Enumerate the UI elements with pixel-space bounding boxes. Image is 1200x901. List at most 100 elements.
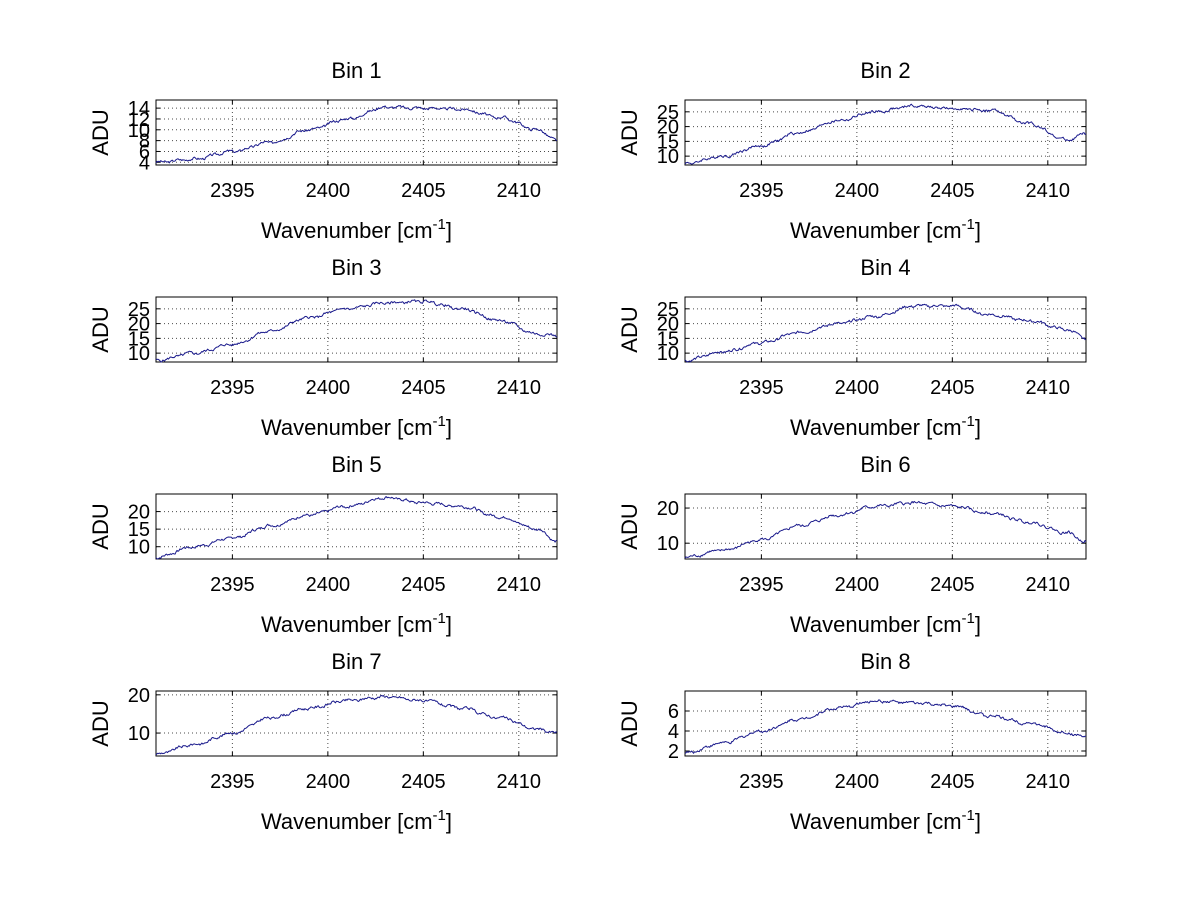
x-axis-label-superscript: -1 [433, 413, 446, 430]
x-tick-label: 2395 [739, 574, 784, 596]
y-tick-label: 20 [657, 117, 679, 139]
spectrum-line [155, 496, 558, 560]
subplot-title: Bin 5 [331, 452, 381, 477]
spectrum-line [155, 299, 558, 363]
x-axis-label-end: ] [975, 218, 981, 243]
x-tick-label: 2405 [401, 377, 446, 399]
x-tick-label: 2405 [401, 574, 446, 596]
y-tick-label: 25 [657, 299, 679, 321]
axes-box [155, 493, 558, 560]
y-tick-label: 20 [128, 502, 150, 524]
x-tick-label: 2405 [930, 771, 975, 793]
y-axis-label: ADU [88, 700, 113, 746]
x-axis-label: Wavenumber [cm-1] [261, 807, 452, 834]
x-tick-label: 2410 [497, 180, 542, 202]
subplot-title: Bin 1 [331, 58, 381, 83]
x-axis-label-main: Wavenumber [cm [790, 415, 962, 440]
spectrum-line [155, 694, 558, 756]
y-tick-label: 20 [657, 498, 679, 520]
x-axis-label-main: Wavenumber [cm [261, 612, 433, 637]
spectrum-line [155, 105, 558, 164]
y-tick-label: 25 [128, 299, 150, 321]
y-tick-label: 15 [128, 328, 150, 350]
x-axis-label-superscript: -1 [433, 807, 446, 824]
spectrum-line [684, 500, 1087, 559]
x-axis-label-end: ] [446, 218, 452, 243]
axes-box [684, 493, 1087, 560]
x-tick-label: 2410 [1026, 771, 1071, 793]
x-axis-label-end: ] [975, 612, 981, 637]
y-axis-label: ADU [617, 109, 642, 155]
x-axis-label-superscript: -1 [433, 216, 446, 233]
x-tick-label: 2405 [401, 180, 446, 202]
y-tick-label: 25 [657, 102, 679, 124]
x-axis-label-end: ] [975, 809, 981, 834]
y-tick-label: 20 [128, 685, 150, 707]
x-tick-label: 2400 [835, 771, 880, 793]
x-tick-label: 2410 [1026, 574, 1071, 596]
x-tick-label: 2400 [306, 180, 351, 202]
x-axis-label-end: ] [446, 612, 452, 637]
y-tick-label: 6 [139, 141, 150, 163]
x-tick-label: 2405 [401, 771, 446, 793]
subplot-title: Bin 8 [860, 649, 910, 674]
x-axis-label-main: Wavenumber [cm [261, 809, 433, 834]
x-axis-label-end: ] [446, 809, 452, 834]
x-axis-label: Wavenumber [cm-1] [790, 807, 981, 834]
x-axis-label: Wavenumber [cm-1] [261, 216, 452, 243]
x-tick-label: 2400 [306, 771, 351, 793]
x-axis-label-superscript: -1 [962, 807, 975, 824]
x-tick-label: 2400 [835, 180, 880, 202]
axes-box [155, 296, 558, 363]
x-tick-label: 2395 [210, 574, 255, 596]
x-tick-label: 2395 [739, 377, 784, 399]
x-axis-label: Wavenumber [cm-1] [790, 413, 981, 440]
y-axis-label: ADU [88, 109, 113, 155]
subplot-title: Bin 6 [860, 452, 910, 477]
subplot-bin-6: Bin 6 2395 2400 2405 2410 10 20 ADU Wavenumber [… [617, 452, 1087, 637]
y-tick-label: 10 [657, 146, 679, 168]
y-axis-label: ADU [617, 306, 642, 352]
y-tick-label: 12 [128, 109, 150, 131]
y-tick-label: 10 [128, 723, 150, 745]
subplot-title: Bin 3 [331, 255, 381, 280]
x-axis-label-main: Wavenumber [cm [261, 415, 433, 440]
x-axis-label-superscript: -1 [962, 413, 975, 430]
x-axis-label-main: Wavenumber [cm [790, 612, 962, 637]
x-tick-label: 2405 [930, 180, 975, 202]
subplot-bin-7: Bin 7 2395 2400 2405 2410 10 20 ADU Wavenumber [… [88, 649, 558, 834]
x-tick-label: 2395 [739, 771, 784, 793]
x-tick-label: 2395 [739, 180, 784, 202]
axes-box [155, 690, 558, 757]
spectrum-line [684, 303, 1087, 363]
x-axis-label: Wavenumber [cm-1] [790, 610, 981, 637]
axes-box [684, 99, 1087, 166]
y-tick-label: 20 [128, 314, 150, 336]
x-tick-label: 2400 [835, 377, 880, 399]
axes-box [684, 296, 1087, 363]
x-tick-label: 2410 [1026, 180, 1071, 202]
x-tick-label: 2410 [1026, 377, 1071, 399]
x-axis-label-end: ] [975, 415, 981, 440]
x-tick-label: 2410 [497, 574, 542, 596]
x-tick-label: 2410 [497, 377, 542, 399]
y-tick-label: 6 [668, 701, 679, 723]
y-tick-label: 20 [657, 314, 679, 336]
y-tick-label: 10 [128, 537, 150, 559]
x-axis-label-superscript: -1 [962, 610, 975, 627]
x-tick-label: 2405 [930, 574, 975, 596]
x-axis-label: Wavenumber [cm-1] [261, 610, 452, 637]
subplot-bin-8: Bin 8 2395 2400 2405 2410 246 ADU Wavenumber [c… [617, 649, 1087, 834]
y-axis-label: ADU [617, 503, 642, 549]
y-tick-label: 15 [657, 328, 679, 350]
y-tick-label: 15 [657, 131, 679, 153]
spectrum-line [684, 699, 1087, 754]
y-tick-label: 10 [128, 343, 150, 365]
x-axis-label: Wavenumber [cm-1] [790, 216, 981, 243]
x-tick-label: 2405 [930, 377, 975, 399]
